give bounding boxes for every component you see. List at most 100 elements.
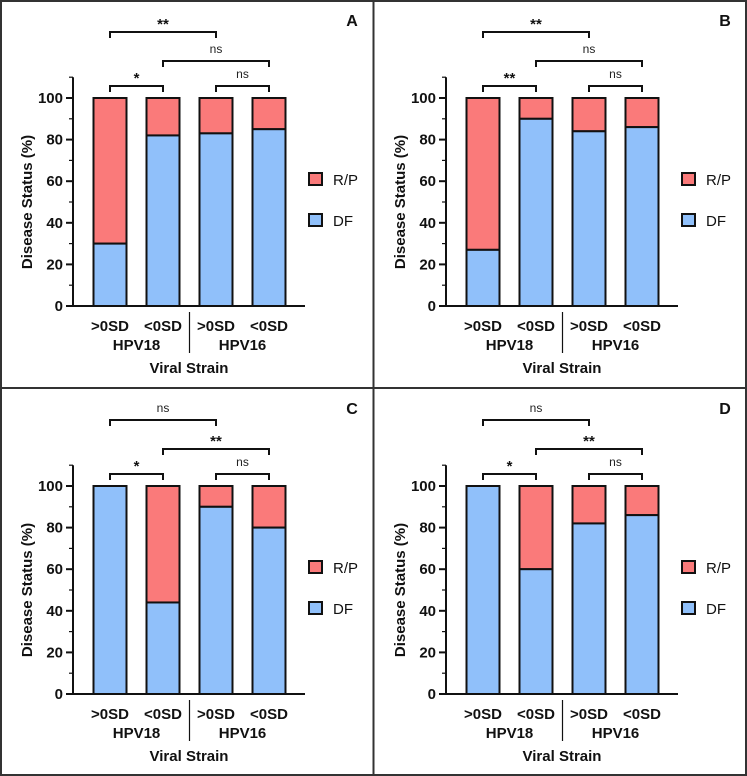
x-axis-title: Viral Strain xyxy=(523,748,602,765)
bar-df-segment xyxy=(624,126,660,308)
y-tick-label: 20 xyxy=(46,256,63,273)
significance-label: ns xyxy=(583,42,596,56)
y-tick-label: 0 xyxy=(55,298,63,315)
significance-bracket xyxy=(588,473,643,480)
x-category-label: <0SD xyxy=(517,318,555,335)
significance-bracket xyxy=(109,85,164,92)
significance-bracket xyxy=(215,85,270,92)
y-axis-title: Disease Status (%) xyxy=(392,135,409,269)
bar-rp-segment xyxy=(251,97,287,131)
legend-swatch-rp xyxy=(681,560,696,574)
x-group-label: HPV16 xyxy=(219,337,267,354)
significance-bracket xyxy=(588,85,643,92)
x-category-label: <0SD xyxy=(144,706,182,723)
bar-df-segment xyxy=(571,522,607,695)
significance-label: ns xyxy=(210,42,223,56)
bar-df-segment xyxy=(518,117,554,307)
bar-df-segment xyxy=(465,485,501,695)
x-category-label: >0SD xyxy=(464,706,502,723)
bar-df-segment xyxy=(92,485,128,695)
x-category-label: <0SD xyxy=(517,706,555,723)
bar-rp-segment xyxy=(92,97,128,245)
bar-rp-segment xyxy=(465,97,501,251)
bar-df-segment xyxy=(251,128,287,307)
x-category-label: >0SD xyxy=(197,706,235,723)
x-category-label: <0SD xyxy=(250,706,288,723)
bar-df-segment xyxy=(571,130,607,307)
x-axis-title: Viral Strain xyxy=(150,360,229,377)
bar-rp-segment xyxy=(145,485,181,604)
y-tick-label: 80 xyxy=(46,520,63,537)
x-category-label: <0SD xyxy=(623,318,661,335)
legend-label: R/P xyxy=(706,560,731,577)
bar-rp-segment xyxy=(624,97,660,129)
bar-df-segment xyxy=(145,601,181,695)
bar-df-segment xyxy=(518,568,554,695)
bar-rp-segment xyxy=(571,485,607,525)
significance-bracket xyxy=(482,31,590,38)
legend-swatch-df xyxy=(308,213,323,227)
legend-label: DF xyxy=(333,213,353,230)
y-tick-label: 0 xyxy=(55,686,63,703)
panel-d: D 0 20 40 60 80 100 Disease Status (%) >0SD <0SD >… xyxy=(392,401,731,765)
x-group-label: HPV18 xyxy=(113,337,161,354)
legend-label: R/P xyxy=(706,172,731,189)
x-category-label: >0SD xyxy=(464,318,502,335)
x-group-label: HPV18 xyxy=(486,725,534,742)
legend-swatch-rp xyxy=(308,172,323,186)
significance-label: * xyxy=(507,458,513,475)
bar-rp-segment xyxy=(251,485,287,529)
legend-swatch-df xyxy=(308,601,323,615)
significance-label: ns xyxy=(157,401,170,415)
x-category-label: <0SD xyxy=(144,318,182,335)
y-tick-label: 20 xyxy=(419,256,436,273)
panel-b: B 0 20 40 60 80 100 Disease Status (%) >0SD <0SD >… xyxy=(392,13,731,377)
y-tick-label: 100 xyxy=(411,90,436,107)
y-axis-title: Disease Status (%) xyxy=(19,135,36,269)
significance-label: ** xyxy=(530,16,542,33)
y-tick-label: 60 xyxy=(419,173,436,190)
legend-swatch-df xyxy=(681,213,696,227)
significance-bracket xyxy=(482,419,590,426)
bar-rp-segment xyxy=(571,97,607,133)
y-tick-label: 40 xyxy=(419,215,436,232)
significance-label: ** xyxy=(583,433,595,450)
significance-label: * xyxy=(134,70,140,87)
bar-rp-segment xyxy=(518,97,554,120)
significance-label: ns xyxy=(530,401,543,415)
x-group-label: HPV16 xyxy=(592,725,640,742)
significance-bracket xyxy=(109,31,217,38)
significance-bracket xyxy=(215,473,270,480)
significance-label: ** xyxy=(210,433,222,450)
significance-label: * xyxy=(134,458,140,475)
y-axis-title: Disease Status (%) xyxy=(392,523,409,657)
x-group-label: HPV18 xyxy=(486,337,534,354)
significance-label: ns xyxy=(236,67,249,81)
bar-df-segment xyxy=(198,505,234,695)
panel-label: C xyxy=(346,401,358,418)
y-tick-label: 60 xyxy=(46,561,63,578)
significance-bracket xyxy=(162,60,270,67)
significance-bracket xyxy=(162,448,270,455)
legend-label: R/P xyxy=(333,560,358,577)
y-tick-label: 20 xyxy=(419,644,436,661)
significance-label: ** xyxy=(157,16,169,33)
y-axis-title: Disease Status (%) xyxy=(19,523,36,657)
significance-label: ns xyxy=(609,67,622,81)
y-tick-label: 40 xyxy=(419,603,436,620)
legend-swatch-rp xyxy=(308,560,323,574)
legend-label: DF xyxy=(333,601,353,618)
significance-label: ns xyxy=(609,455,622,469)
legend-label: DF xyxy=(706,213,726,230)
panel-label: A xyxy=(346,13,358,30)
x-axis-title: Viral Strain xyxy=(150,748,229,765)
bar-rp-segment xyxy=(145,97,181,137)
bar-df-segment xyxy=(251,526,287,695)
significance-bracket xyxy=(109,419,217,426)
y-tick-label: 0 xyxy=(428,686,436,703)
legend-label: DF xyxy=(706,601,726,618)
y-tick-label: 20 xyxy=(46,644,63,661)
significance-bracket xyxy=(482,473,537,480)
panel-label: B xyxy=(719,13,731,30)
